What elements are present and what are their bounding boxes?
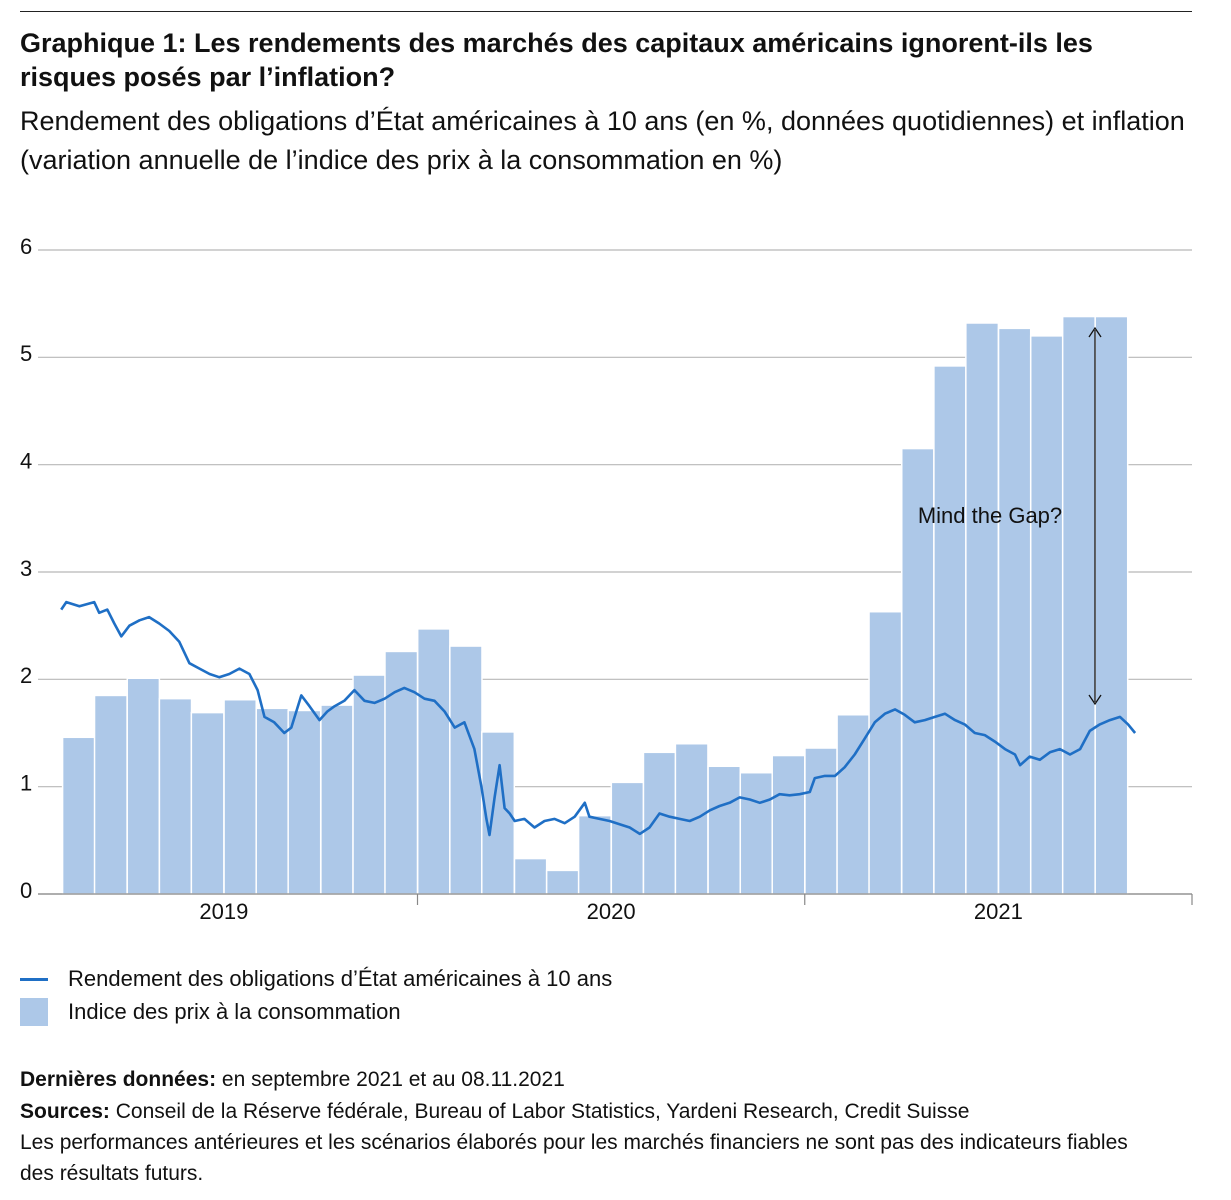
y-tick-label: 1 [20,770,32,795]
bar [868,610,903,895]
chart: 0 1 2 3 4 5 6 2019 2020 2021 Mind the Gap? [20,234,1193,924]
bar [384,650,419,895]
gap-arrow-head [1088,694,1102,706]
bar [287,709,322,895]
bar [739,771,774,895]
bar [190,711,225,895]
footnote: Sources: Conseil de la Réserve fédérale,… [20,1096,1220,1127]
x-tick-label: 2020 [587,899,636,924]
y-tick-label: 6 [20,234,32,259]
bar [126,677,161,895]
legend-swatch [20,977,48,981]
top-rule [20,11,1192,12]
plot-area: 0 1 2 3 4 5 6 2019 2020 2021 [20,234,1193,924]
bar [545,869,580,895]
line [60,600,1137,837]
legend-item: Rendement des obligations d’État américa… [20,966,612,992]
bar [771,754,806,895]
bar [352,674,386,895]
y-tick-label: 3 [20,556,32,581]
bar [416,628,451,895]
bar [61,736,96,895]
footnote-label: Sources: [20,1100,110,1123]
y-tick-label: 5 [20,341,32,366]
disclaimer: Les performances antérieures et les scén… [20,1131,1128,1185]
bar [965,322,1000,895]
y-tick-label: 4 [20,448,32,473]
footnote: Dernières données: en septembre 2021 et … [20,1064,1220,1095]
chart-subtitle: Rendement des obligations d’État américa… [20,106,1185,175]
legend-label: Indice des prix à la consommation [68,999,401,1024]
gap-arrow-head [1088,326,1102,338]
y-tick-label: 0 [20,878,32,903]
legend-label: Rendement des obligations d’État américa… [68,966,613,991]
bar [804,747,838,895]
legend-swatch [20,998,48,1026]
y-tick-label: 2 [20,663,32,688]
footnote-label: Dernières données: [20,1068,217,1091]
chart-title: Graphique 1: Les rendements des marchés … [20,28,1093,92]
x-tick-label: 2019 [199,899,248,924]
footnote-text: en septembre 2021 et au 08.11.2021 [221,1068,565,1091]
bar [997,327,1032,895]
bar [223,698,257,895]
bar [1094,315,1129,895]
bar [93,694,128,895]
bar [158,697,193,895]
bar [707,765,742,895]
bar [610,781,645,895]
legend-item: Indice des prix à la consommation [20,998,401,1026]
x-tick-label: 2021 [974,899,1023,924]
bar [577,814,612,895]
bar [642,751,677,895]
bar [836,714,870,895]
bar [320,704,354,895]
bar [255,707,290,895]
footnote-text: Conseil de la Réserve fédérale, Bureau o… [115,1100,970,1123]
bar [1029,335,1064,895]
bar [1061,315,1096,895]
annotation: Mind the Gap? [918,503,1062,528]
bar [513,857,548,895]
bar [933,365,967,895]
